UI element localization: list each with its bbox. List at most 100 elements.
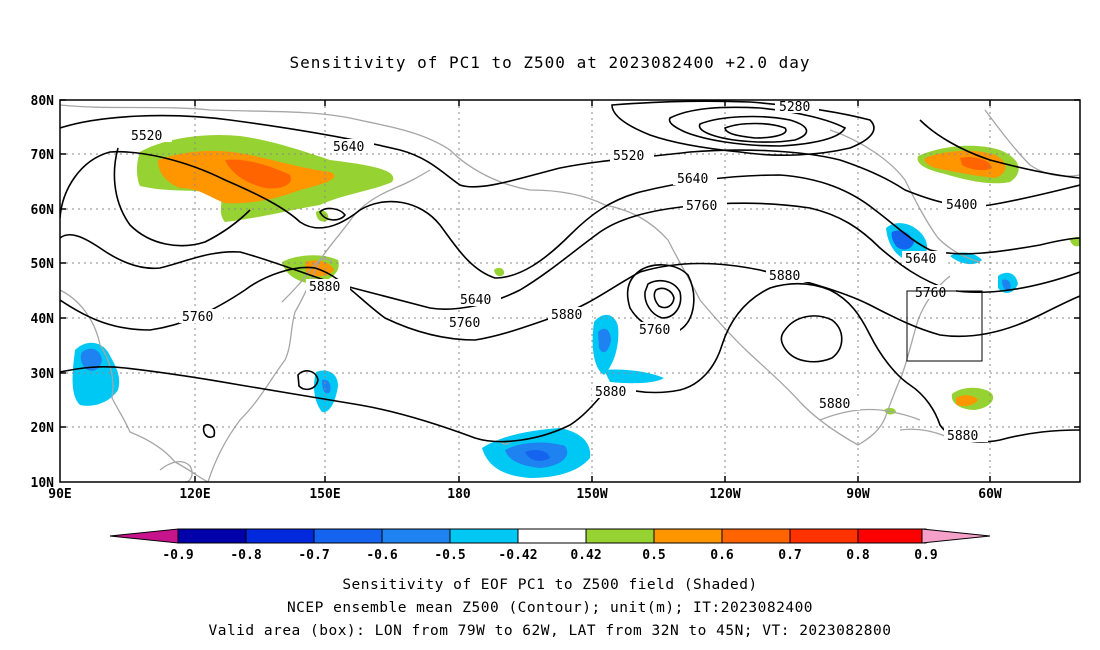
lat-tick-label: 70N [31,148,55,163]
contour-5760 [60,202,1080,310]
shade-tiny-green-2 [1070,236,1080,247]
lat-tick-label: 40N [31,312,55,327]
lat-tick-label: 20N [31,421,55,436]
colorbar-box [245,528,315,544]
contour-label: 5520 [131,129,162,144]
lat-tick-label: 60N [31,203,55,218]
colorbar-box [653,528,723,544]
coast-east-asia [207,217,353,482]
coast-south-asia [60,289,209,482]
colorbar-label: 0.6 [710,548,734,563]
contour-label: 5880 [551,308,582,323]
shade-atlantic-orange [956,395,978,407]
colorbar-box [857,528,927,544]
contour-5760-low-inner [653,287,675,309]
contour-5280-inner [724,122,787,139]
coast-arctic [60,104,669,241]
contour-label: 5880 [819,397,850,412]
contour-label: 5640 [677,172,708,187]
contour-5640 [60,150,1080,279]
contour-label: 5760 [915,286,946,301]
contour-5880-south [60,282,1080,443]
colorbar-label: -0.8 [230,548,261,563]
lon-tick-label: 120E [179,487,210,502]
contour-5640-asia [113,147,251,247]
lat-tick-label: 50N [31,257,55,272]
colorbar-label: 0.5 [642,548,665,563]
contour-small-loop [319,207,346,221]
contour-5880-high [780,315,843,363]
caption-line-3: Valid area (box): LON from 79W to 62W, L… [208,623,891,639]
contour-label: 5880 [595,385,626,400]
colorbar-high-triangle [921,528,991,544]
lat-tick-label: 10N [31,476,55,491]
caption-line-1: Sensitivity of EOF PC1 to Z500 field (Sh… [342,577,757,593]
contour-5400-atlantic [919,119,1080,179]
coast-borneo [159,460,193,482]
map-frame [59,99,1081,483]
coast-kamchatka [351,169,431,219]
contour-label: 5880 [309,280,340,295]
colorbar-box [449,528,519,544]
map-plot-area: 5280 5520 5640 5520 5400 5640 5760 5640 … [60,100,1080,482]
valid-area-box [906,290,983,362]
lon-axis: 90E 120E 150E 180 150W 120W 90W 60W [48,100,1002,502]
contour-labels: 5280 5520 5640 5520 5400 5640 5760 5640 … [128,100,988,444]
contour-5280-outer [668,106,847,147]
colorbar-label: -0.6 [366,548,397,563]
lon-tick-label: 60W [978,487,1002,502]
contour-small-loop-2 [297,370,319,391]
shading-positive [136,134,1080,415]
lat-axis: 80N 70N 60N 50N 40N 30N 20N 10N [31,94,1080,491]
shade-asia-darkorange [225,159,291,189]
lon-tick-label: 90E [48,487,71,502]
colorbar-box [585,528,655,544]
colorbar-box [177,528,247,544]
coast-caribbean [899,428,946,437]
lat-tick-label: 80N [31,94,55,109]
colorbar-low-triangle [109,528,179,544]
contour-label: 5760 [182,310,213,325]
colorbar-box [517,528,587,544]
colorbar-label: 0.9 [914,548,937,563]
shade-labrador-light [950,252,982,265]
coast-hudson [829,129,981,263]
figure-title: Sensitivity of PC1 to Z500 at 2023082400… [289,53,810,72]
shade-tiny-green-1 [494,267,505,277]
contour-label: 5640 [460,293,491,308]
contour-label: 5760 [639,323,670,338]
colorbar-labels: -0.9 -0.8 -0.7 -0.6 -0.5 -0.42 0.42 0.5 0.6 0.7 0.… [162,548,937,563]
contour-5280-mid [698,115,808,143]
lat-tick-label: 30N [31,367,55,382]
contour-small-loop-3 [202,423,216,439]
coastlines [60,104,1080,482]
colorbar-boxes [177,528,927,544]
colorbar-box [313,528,383,544]
colorbar-label: -0.42 [498,548,537,563]
contour-label: 5640 [905,252,936,267]
shade-india-mid [80,348,102,371]
colorbar-label: -0.9 [162,548,193,563]
shading-negative [72,223,1018,478]
coast-gulf-mexico [819,408,921,421]
lon-tick-label: 180 [447,487,471,502]
caption-line-2: NCEP ensemble mean Z500 (Contour); unit(… [287,600,813,616]
lon-tick-label: 150E [309,487,340,502]
contour-label: 5640 [333,140,364,155]
shade-northpac-mid [598,328,611,353]
contour-label: 5760 [449,316,480,331]
colorbar-label: -0.5 [434,548,465,563]
colorbar-label: -0.7 [298,548,329,563]
shade-westpac-mid [322,379,331,394]
contour-5760-low-outer [626,264,695,332]
contour-5760-low-mid [644,279,682,319]
coast-north-america-east [857,275,951,446]
colorbar-label: 0.7 [778,548,801,563]
colorbar: -0.9 -0.8 -0.7 -0.6 -0.5 -0.42 0.42 0.5 0.6 0.7 0.… [109,528,991,563]
contour-label: 5520 [613,149,644,164]
contour-label: 5400 [946,198,977,213]
lon-tick-label: 120W [709,487,740,502]
shade-newfoundland-mid [1002,279,1011,291]
shade-northpac-tail [604,369,664,384]
